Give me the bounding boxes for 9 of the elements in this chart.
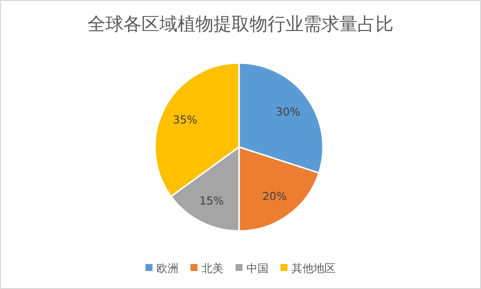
- data-label: 30%: [276, 105, 300, 118]
- chart-title: 全球各区域植物提取物行业需求量占比: [88, 14, 394, 35]
- legend-label: 其他地区: [292, 262, 336, 275]
- data-label: 15%: [199, 194, 224, 208]
- legend-label: 欧洲: [156, 262, 178, 275]
- data-label: 20%: [262, 190, 287, 203]
- legend-label: 中国: [246, 262, 268, 275]
- data-label: 35%: [172, 113, 198, 126]
- legend-label: 北美: [202, 262, 224, 275]
